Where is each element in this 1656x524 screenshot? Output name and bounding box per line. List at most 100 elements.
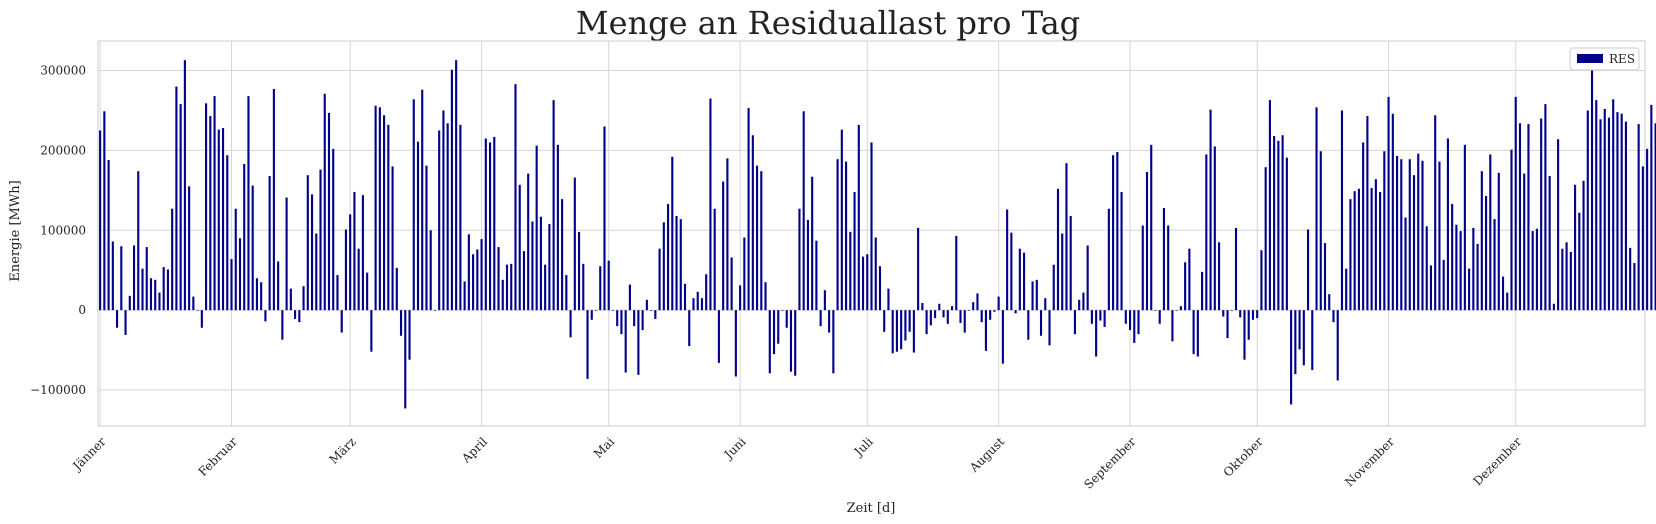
bar: [798, 208, 801, 311]
legend-box: [1569, 47, 1640, 71]
bar: [658, 248, 661, 311]
bar: [285, 197, 288, 311]
bar: [370, 310, 373, 352]
bar: [1472, 227, 1475, 311]
bar: [806, 219, 809, 311]
bar: [976, 293, 979, 311]
bar: [1357, 188, 1360, 311]
bar: [1578, 212, 1581, 311]
bar: [1421, 160, 1424, 311]
bar: [764, 282, 767, 311]
bar: [1412, 175, 1416, 311]
y-tick-label: −100000: [30, 383, 86, 397]
bar: [980, 310, 983, 323]
bar: [1599, 119, 1602, 311]
bar: [1099, 310, 1102, 321]
bar: [582, 263, 585, 311]
bar: [327, 112, 331, 311]
bar: [561, 199, 564, 311]
bar: [459, 124, 462, 311]
bar: [1582, 180, 1585, 311]
bar: [196, 310, 199, 311]
bar: [929, 310, 932, 326]
bar: [1175, 310, 1178, 311]
bar: [472, 254, 475, 311]
bar: [730, 257, 733, 311]
bar: [171, 208, 174, 311]
bar: [463, 281, 466, 311]
bar: [590, 310, 593, 320]
bar: [1273, 136, 1276, 311]
bar: [399, 310, 403, 336]
bar: [175, 86, 178, 311]
bar: [493, 136, 496, 311]
bar: [1315, 107, 1318, 311]
bar: [272, 88, 275, 311]
x-axis-label: Zeit [d]: [847, 501, 896, 516]
bar: [344, 229, 347, 311]
bar: [518, 184, 521, 311]
bar: [438, 130, 441, 311]
bar: [768, 310, 771, 374]
bar: [505, 264, 509, 311]
legend-label-res: RES: [1609, 52, 1635, 66]
bar: [154, 279, 157, 311]
bar: [1239, 310, 1242, 318]
bar: [120, 246, 123, 311]
bar: [1328, 294, 1331, 311]
bar: [1205, 154, 1208, 311]
bar: [878, 266, 882, 311]
bar: [832, 310, 835, 374]
bar: [620, 310, 623, 335]
bar: [298, 310, 301, 323]
bar: [226, 155, 229, 311]
bar: [277, 261, 280, 311]
bar: [1548, 175, 1551, 311]
bar: [1374, 179, 1377, 311]
bar: [624, 310, 627, 373]
bar: [260, 282, 263, 311]
bar: [548, 223, 551, 311]
bar: [1027, 310, 1030, 340]
bar: [1090, 310, 1093, 324]
y-axis-label: Energie [MWh]: [8, 180, 23, 281]
bar: [1654, 123, 1656, 311]
bar: [1023, 252, 1026, 311]
bar: [1048, 310, 1051, 346]
bar: [234, 208, 237, 311]
bar: [1641, 166, 1644, 311]
bar: [1366, 116, 1369, 311]
bar: [1281, 135, 1284, 311]
bar: [972, 302, 975, 311]
bar: [408, 310, 411, 360]
bar: [1201, 271, 1204, 311]
bar: [785, 310, 788, 328]
y-tick-label: 0: [78, 303, 86, 317]
bar: [963, 310, 966, 333]
bar: [145, 247, 148, 311]
bar: [895, 310, 898, 352]
bar: [811, 176, 814, 311]
bar: [340, 310, 343, 333]
bar: [756, 165, 759, 311]
bar: [1523, 173, 1526, 311]
bar: [361, 195, 364, 311]
bar: [1340, 110, 1344, 311]
bar: [158, 292, 161, 311]
bar: [607, 260, 610, 311]
bar: [1209, 109, 1212, 311]
bar: [336, 275, 339, 311]
bar: [853, 191, 856, 311]
bar: [679, 219, 682, 311]
bar: [726, 158, 729, 311]
bar: [1362, 142, 1365, 311]
bar: [1044, 298, 1047, 311]
bar: [815, 240, 818, 311]
bar: [633, 310, 636, 327]
bar: [908, 310, 911, 332]
bar: [217, 129, 220, 311]
bar: [1251, 310, 1255, 320]
bar: [1213, 146, 1216, 311]
bar: [857, 124, 860, 311]
